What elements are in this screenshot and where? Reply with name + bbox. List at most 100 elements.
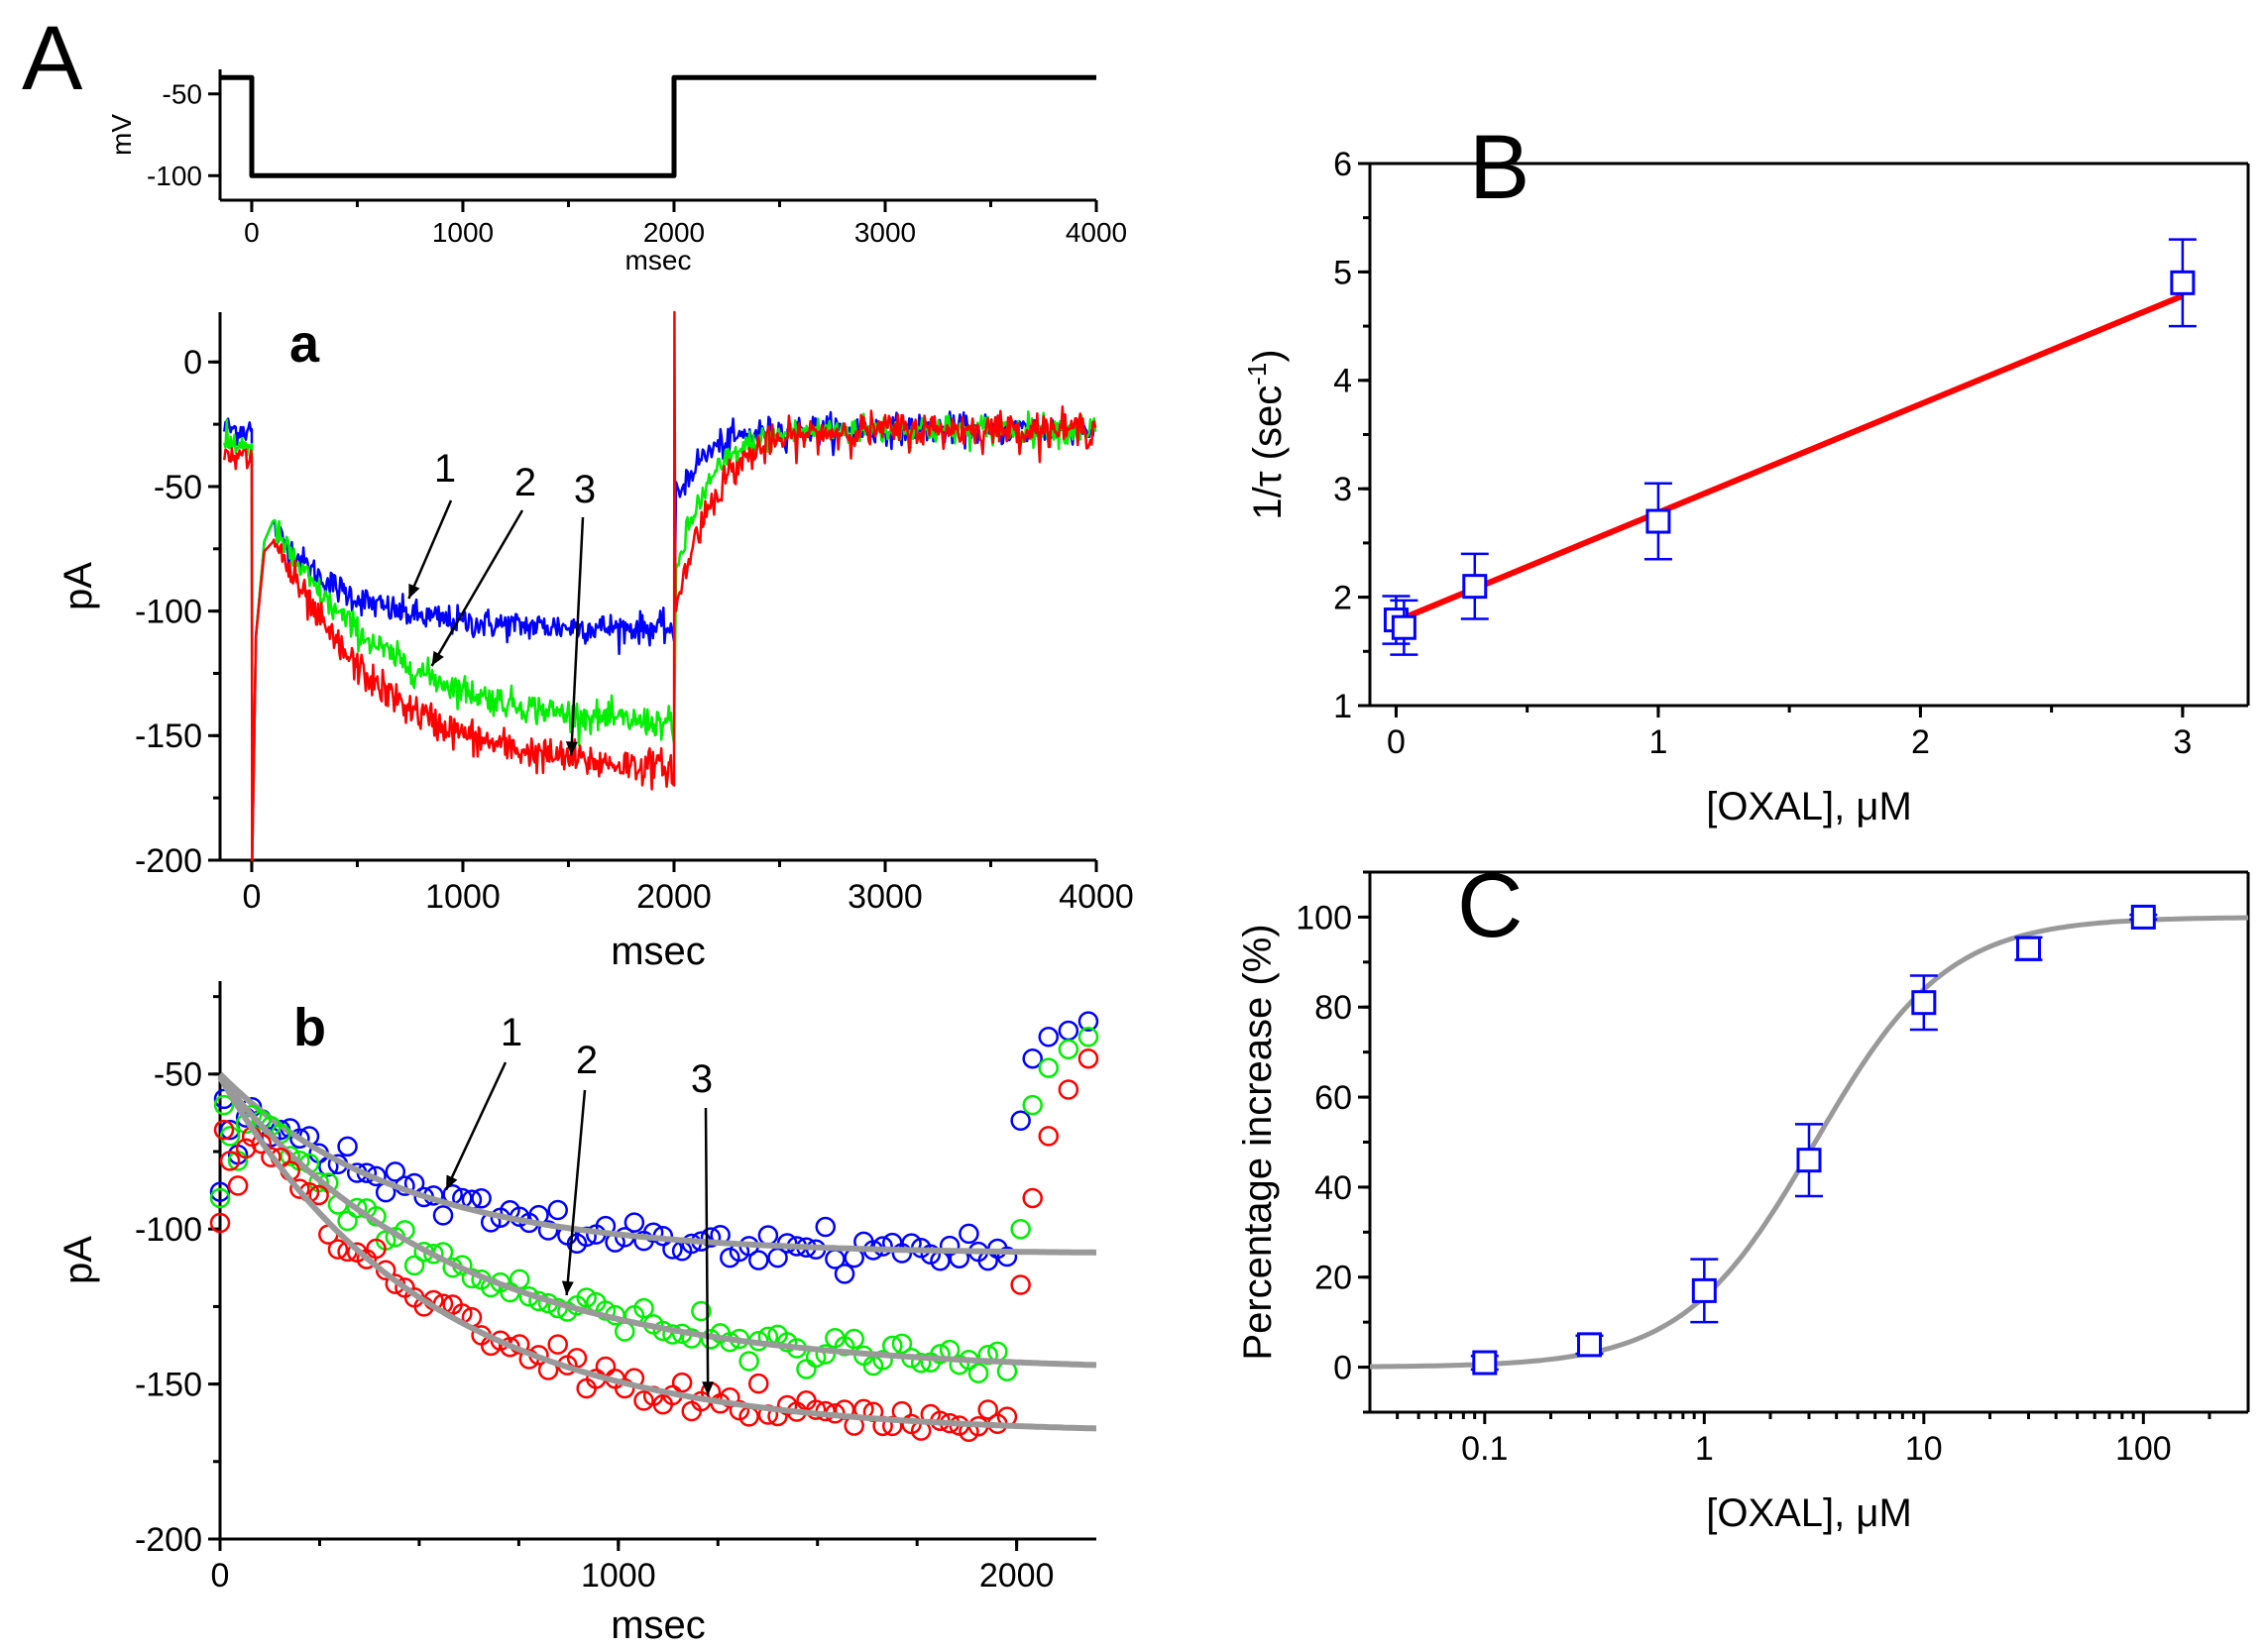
- trace-label-1: 1: [434, 447, 456, 491]
- y-tick-label: -150: [135, 717, 202, 755]
- data-point-2: [930, 1344, 951, 1365]
- x-axis-label: [OXAL], μM: [1706, 785, 1912, 828]
- fit-curve-1: [217, 1071, 1097, 1256]
- data-point-3: [1058, 1079, 1079, 1100]
- data-point-1: [642, 1222, 664, 1244]
- data-point-3: [261, 1147, 282, 1167]
- data-point-2: [576, 1287, 597, 1308]
- data-point-1: [432, 1205, 454, 1226]
- data-point-square: [1462, 574, 1488, 600]
- trace-label-2: 2: [514, 461, 536, 504]
- y-axis-label: Percentage increase (%): [1236, 924, 1280, 1360]
- data-point-2: [614, 1321, 635, 1342]
- y-tick-label: 4: [1333, 363, 1352, 400]
- y-tick-label: 0: [183, 344, 202, 382]
- marker-series-3: [209, 1047, 1099, 1443]
- x-tick-label: 1000: [432, 217, 494, 248]
- y-tick-label: -50: [163, 79, 202, 110]
- data-point-square: [1391, 614, 1416, 640]
- data-point-1: [537, 1220, 559, 1241]
- panel-label-B: B: [1469, 117, 1529, 218]
- trace-label-3: 3: [574, 468, 596, 511]
- data-point-3: [547, 1334, 568, 1355]
- x-tick-label: 2000: [636, 878, 712, 916]
- data-point-3: [366, 1238, 387, 1260]
- data-point-3: [633, 1390, 654, 1411]
- x-tick-label: 2000: [979, 1557, 1055, 1595]
- y-tick-label: 60: [1314, 1079, 1352, 1117]
- data-point-2: [595, 1300, 617, 1321]
- y-tick-label: 2: [1333, 580, 1352, 617]
- x-tick-label: 1000: [425, 878, 501, 916]
- data-point-3: [227, 1175, 249, 1196]
- y-tick-label: 40: [1314, 1169, 1352, 1207]
- data-point-3: [1038, 1126, 1060, 1147]
- data-point-2: [844, 1328, 864, 1350]
- fit-label-2: 2: [576, 1039, 598, 1082]
- x-tick-label: 1000: [581, 1557, 656, 1595]
- y-tick-label: 20: [1314, 1260, 1352, 1297]
- fit-arrow-3-head: [702, 1381, 715, 1396]
- data-point-square: [1645, 508, 1671, 534]
- y-tick-label: 1: [1333, 688, 1352, 725]
- data-point-2: [1077, 1027, 1099, 1047]
- trace-arrow-3-head: [565, 741, 578, 756]
- voltage-protocol-plot: 0 1000 2000 3000 4000 -50 -100 msec mV: [106, 69, 1127, 275]
- x-tick-label: 0: [1387, 723, 1406, 761]
- y-tick-label: 100: [1296, 899, 1352, 936]
- data-point-2: [423, 1244, 444, 1265]
- data-point-2: [509, 1268, 530, 1290]
- voltage-step-trace: [220, 74, 1096, 178]
- x-tick-label: 0.1: [1461, 1430, 1508, 1468]
- data-point-3: [720, 1387, 740, 1408]
- data-point-1: [1077, 1011, 1099, 1032]
- data-point-1: [700, 1227, 722, 1248]
- current-traces-plot: 0 1000 2000 3000 4000 0 -50 -100 -150 -200 msec pA 1…: [57, 310, 1134, 973]
- data-point-square: [1911, 990, 1937, 1016]
- data-point-3: [1022, 1187, 1043, 1209]
- x-tick-label: 100: [2115, 1430, 2172, 1468]
- panel-label-b: b: [293, 998, 326, 1057]
- data-point-1: [1058, 1020, 1079, 1042]
- data-point-square: [2016, 936, 2041, 961]
- fit-arrow-1: [444, 1061, 508, 1191]
- panel-label-C: C: [1457, 855, 1523, 956]
- x-tick-label: 1: [1695, 1430, 1714, 1468]
- data-point-3: [327, 1239, 349, 1260]
- data-point-2: [1010, 1218, 1031, 1240]
- x-tick-label: 3000: [854, 217, 916, 248]
- y-axis-label: 1/τ (sec-1): [1242, 349, 1290, 519]
- data-point-square: [1691, 1277, 1717, 1303]
- data-point-2: [796, 1359, 817, 1379]
- data-point-2: [1038, 1057, 1060, 1078]
- y-tick-label: 6: [1333, 146, 1352, 183]
- x-tick-label: 0: [211, 1557, 230, 1595]
- trace-arrow-2: [430, 509, 524, 667]
- fit-label-1: 1: [501, 1011, 522, 1054]
- x-tick-label: 1: [1648, 723, 1667, 761]
- y-tick-label: -100: [135, 594, 202, 631]
- data-point-2: [872, 1350, 893, 1371]
- data-point-2: [280, 1146, 300, 1166]
- current-trace-3: [223, 310, 1097, 862]
- data-point-2: [1022, 1094, 1043, 1116]
- fit-arrow-3: [704, 1107, 710, 1396]
- data-point-2: [891, 1333, 913, 1355]
- data-point-2: [213, 1094, 235, 1116]
- data-point-2: [1058, 1039, 1079, 1060]
- data-point-1: [471, 1188, 492, 1209]
- fit-curve-2: [217, 1075, 1097, 1369]
- x-tick-label: 3: [2173, 723, 2192, 761]
- data-point-square: [2130, 904, 2156, 930]
- current-trace-2: [223, 409, 1097, 862]
- data-point-square: [2170, 270, 2196, 295]
- data-point-2: [681, 1328, 703, 1349]
- trace-arrow-1-head: [408, 583, 420, 600]
- data-point-3: [595, 1356, 617, 1377]
- data-point-3: [219, 1151, 241, 1171]
- x-tick-label: 2: [1911, 723, 1930, 761]
- data-point-1: [337, 1136, 358, 1157]
- data-point-2: [403, 1255, 425, 1276]
- data-point-3: [213, 1119, 235, 1141]
